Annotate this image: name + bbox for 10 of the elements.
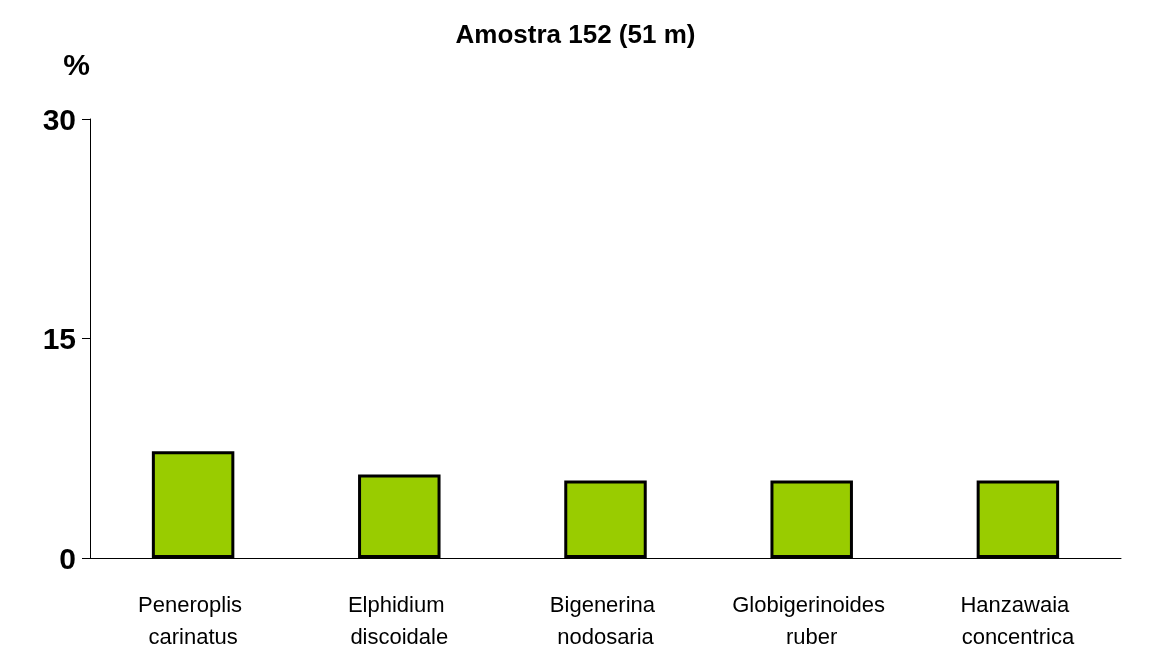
chart-title: Amostra 152 (51 m) [455,19,696,49]
x-tick-label: Globigerinoides ruber [732,591,892,649]
x-tick-label: Bigenerina nodosaria [549,591,662,649]
y-tick-label: 15 [42,322,76,355]
x-tick-label: Peneroplis carinatus [138,591,249,649]
y-tick-label: 30 [42,102,76,136]
x-tick-label: Hanzawaia concentrica [960,591,1076,649]
y-axis-title: % [63,47,90,81]
x-tick-label: Elphidium discoidale [347,591,451,649]
y-tick-label: 0 [59,541,76,575]
